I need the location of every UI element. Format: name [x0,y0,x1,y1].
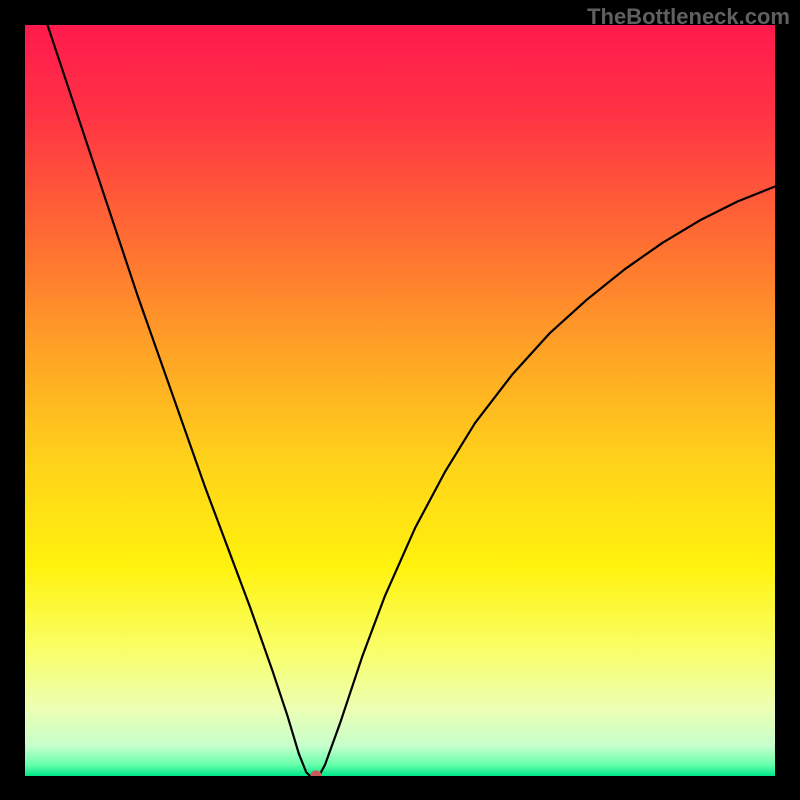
plot-background [25,25,775,776]
watermark-text: TheBottleneck.com [587,4,790,30]
optimum-marker [311,770,322,779]
bottleneck-chart [0,0,800,800]
